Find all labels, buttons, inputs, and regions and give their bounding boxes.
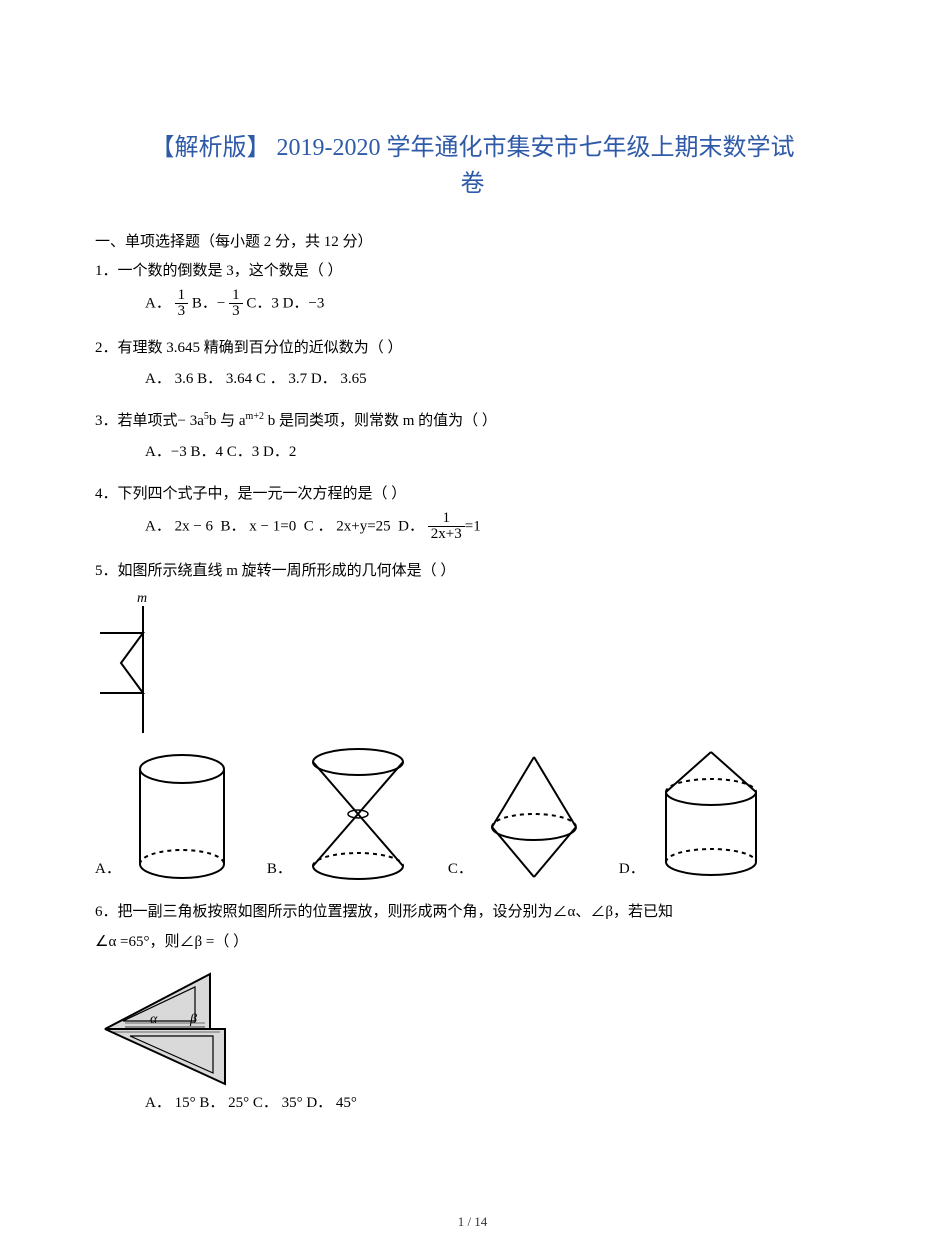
q4-opt-b: B． x − 1=0 xyxy=(221,518,297,534)
q4-options: A． 2x − 6 B． x − 1=0 C ． 2x+y=25 D． 1 2x… xyxy=(95,511,850,544)
cylinder-icon xyxy=(127,749,237,884)
q6-figure-triangles: α β xyxy=(95,959,245,1089)
q6-options: A． 15° B． 25° C． 35° D． 45° xyxy=(95,1089,850,1118)
q1-options: A． 1 3 B．− 1 3 C．3 D．−3 xyxy=(95,288,850,321)
q4-opt-a: A． 2x − 6 xyxy=(145,518,213,534)
q6-stem-line1: 6．把一副三角板按照如图所示的位置摆放，则形成两个角，设分别为∠α、∠β，若已知 xyxy=(95,898,850,927)
cone-on-cylinder-icon xyxy=(651,744,771,884)
option-label: A． xyxy=(95,855,121,884)
option-label: C． xyxy=(448,855,473,884)
question-5: 5．如图所示绕直线 m 旋转一周所形成的几何体是（ ） m A． B． xyxy=(95,557,850,884)
q1-opt-a-label: A． xyxy=(145,295,171,311)
q1-opt-c: C．3 xyxy=(246,295,279,311)
fraction-den: 3 xyxy=(175,304,189,320)
q4-stem: 4．下列四个式子中，是一元一次方程的是（ ） xyxy=(95,480,850,509)
q6-stem-line2: ∠α =65°，则∠β =（ ） xyxy=(95,928,850,957)
section-heading: 一、单项选择题（每小题 2 分，共 12 分） xyxy=(95,230,850,251)
axis-label-m: m xyxy=(137,591,147,606)
question-6: 6．把一副三角板按照如图所示的位置摆放，则形成两个角，设分别为∠α、∠β，若已知… xyxy=(95,898,850,1118)
question-4: 4．下列四个式子中，是一元一次方程的是（ ） A． 2x − 6 B． x − … xyxy=(95,480,850,543)
question-3: 3．若单项式− 3a5b 与 am+2 b 是同类项，则常数 m 的值为（ ） … xyxy=(95,407,850,466)
q4-opt-d-label: D． xyxy=(398,518,424,534)
fraction-num: 1 xyxy=(229,288,243,305)
q4-opt-d-fraction: 1 2x+3 xyxy=(428,511,465,544)
q1-opt-a-fraction: 1 3 xyxy=(175,288,189,321)
page-number: 1 / 14 xyxy=(0,1214,945,1230)
fraction-num: 1 xyxy=(428,511,465,528)
q3-text: b 与 a xyxy=(209,413,246,429)
q5-stem: 5．如图所示绕直线 m 旋转一周所形成的几何体是（ ） xyxy=(95,557,850,586)
q1-opt-b-label: B．− xyxy=(192,295,225,311)
fraction-num: 1 xyxy=(175,288,189,305)
bicone-icon xyxy=(479,749,589,884)
page-title: 【解析版】 2019-2020 学年通化市集安市七年级上期末数学试 卷 xyxy=(95,130,850,202)
q5-opt-c: C． xyxy=(448,749,589,884)
option-label: D． xyxy=(619,855,645,884)
alpha-label: α xyxy=(150,1012,158,1027)
q5-options-row: A． B． C． xyxy=(95,744,850,884)
beta-label: β xyxy=(189,1012,197,1027)
title-line-1: 【解析版】 2019-2020 学年通化市集安市七年级上期末数学试 xyxy=(151,135,795,161)
fraction-den: 2x+3 xyxy=(428,527,465,543)
question-2: 2．有理数 3.645 精确到百分位的近似数为（ ） A． 3.6 B． 3.6… xyxy=(95,334,850,393)
q5-opt-b: B． xyxy=(267,744,418,884)
q3-text: b 是同类项，则常数 m 的值为（ ） xyxy=(264,413,497,429)
fraction-den: 3 xyxy=(229,304,243,320)
option-label: B． xyxy=(267,855,292,884)
q1-opt-b-fraction: 1 3 xyxy=(229,288,243,321)
q3-options: A．−3 B．4 C．3 D．2 xyxy=(95,438,850,467)
q5-figure-shape: m xyxy=(95,588,185,738)
q3-text: 3．若单项式− 3a xyxy=(95,413,204,429)
q1-opt-d: D．−3 xyxy=(283,295,325,311)
q3-stem: 3．若单项式− 3a5b 与 am+2 b 是同类项，则常数 m 的值为（ ） xyxy=(95,407,850,436)
q4-opt-c: C ． 2x+y=25 xyxy=(304,518,391,534)
q1-stem: 1．一个数的倒数是 3，这个数是（ ） xyxy=(95,257,850,286)
q5-opt-a: A． xyxy=(95,749,237,884)
q5-opt-d: D． xyxy=(619,744,771,884)
double-cone-icon xyxy=(298,744,418,884)
question-1: 1．一个数的倒数是 3，这个数是（ ） A． 1 3 B．− 1 3 C．3 D… xyxy=(95,257,850,320)
q2-options: A． 3.6 B． 3.64 C ． 3.7 D． 3.65 xyxy=(95,365,850,394)
q2-stem: 2．有理数 3.645 精确到百分位的近似数为（ ） xyxy=(95,334,850,363)
superscript: m+2 xyxy=(246,411,264,422)
q4-opt-d-post: =1 xyxy=(465,518,481,534)
title-line-2: 卷 xyxy=(461,171,485,197)
